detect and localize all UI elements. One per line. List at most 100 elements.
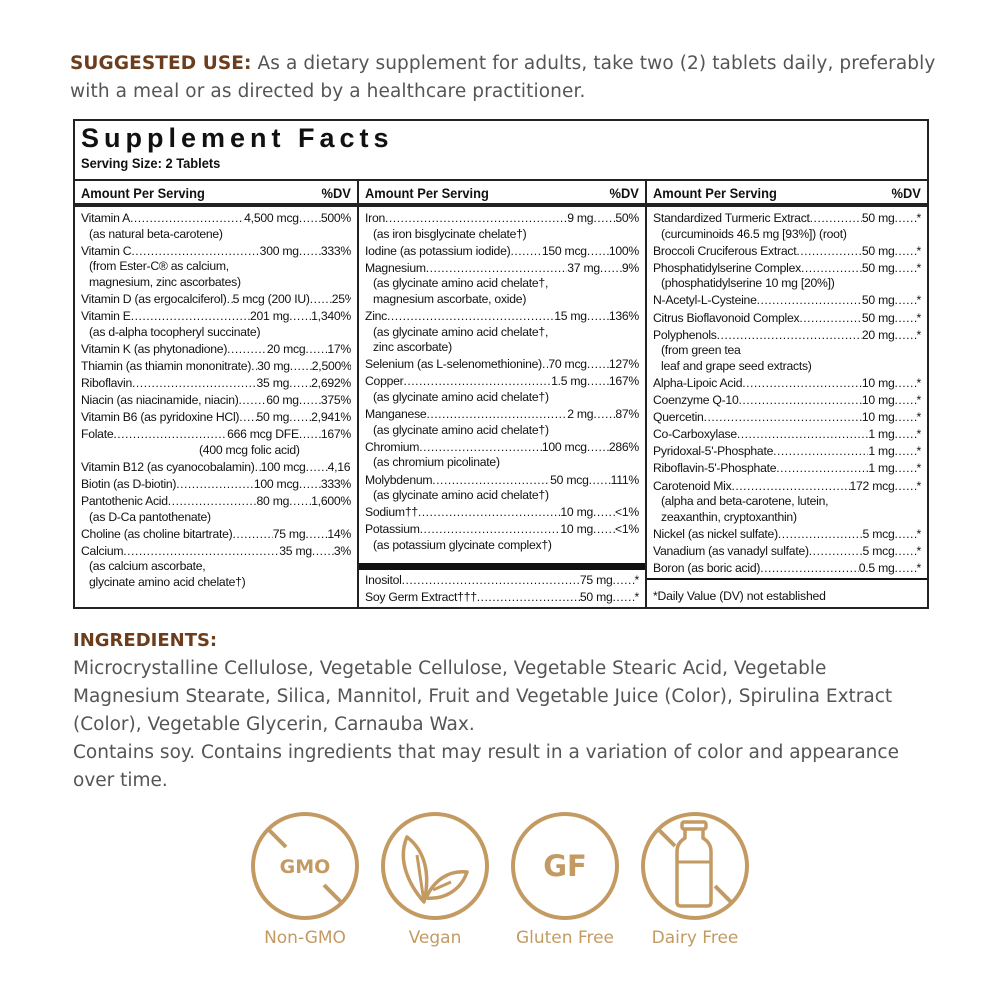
nutrient-source: (as glycinate amino acid chelate†) — [373, 488, 549, 503]
dot-leader — [587, 374, 609, 390]
nutrient-dv: <1% — [615, 505, 639, 520]
nutrient-row: Broccoli Cruciferous Extract 50 mg * — [653, 244, 921, 260]
nutrient-row: Alpha-Lipoic Acid 10 mg * — [653, 376, 921, 392]
nutrient-amount: 35 mg — [279, 543, 312, 558]
nutrient-amount: 150 mcg — [541, 243, 587, 258]
dot-leader — [738, 393, 861, 409]
nutrient-row: Soy Germ Extract††† 50 mg * — [365, 590, 639, 606]
nutrient-amount: 1 mg — [868, 427, 895, 442]
nutrient-source: (as natural beta-carotene) — [89, 226, 223, 241]
nutrient-row: Vitamin K (as phytonadione) 20 mcg 17% — [81, 342, 351, 358]
nutrient-name: Copper — [365, 374, 404, 389]
nutrient-dv: 2,692% — [311, 375, 351, 390]
nutrient-name: Potassium — [365, 522, 420, 537]
nutrient-amount: 2 mg — [567, 407, 594, 422]
nutrient-item: Vitamin K (as phytonadione) 20 mcg 17% — [81, 342, 351, 358]
nutrient-amount: 1 mg — [868, 461, 895, 476]
nutrient-item: Standardized Turmeric Extract 50 mg * (curc… — [653, 211, 921, 242]
nutrient-row: Polyphenols 20 mg * — [653, 328, 921, 344]
dot-leader — [385, 211, 567, 227]
nutrient-item: Biotin (as D-biotin) 100 mcg 333% — [81, 477, 351, 493]
nutrient-name: Vitamin D (as ergocalciferol) — [81, 291, 227, 306]
dot-leader — [895, 479, 917, 495]
column-header: Amount Per Serving %DV — [75, 181, 357, 207]
badge-label: Dairy Free — [651, 928, 739, 948]
dot-leader — [587, 244, 609, 260]
nutrient-item: Copper 1.5 mg 167% (as glycinate amino acid… — [365, 374, 639, 405]
nutrient-amount: 50 mg — [579, 589, 613, 604]
dot-leader — [757, 293, 862, 309]
nutrient-dv: 500% — [320, 211, 351, 225]
nutrient-row: Inositol 75 mg * — [365, 573, 639, 589]
nutrient-dv: * — [916, 375, 922, 390]
nutrient-dv: * — [916, 393, 922, 408]
dot-leader — [895, 427, 917, 443]
nutrient-dv: 333% — [320, 477, 351, 491]
nutrient-name: Soy Germ Extract††† — [365, 589, 477, 604]
nutrient-item: Niacin (as niacinamide, niacin) 60 mg 375% — [81, 393, 351, 409]
dot-leader — [387, 309, 554, 325]
nutrient-dv: 167% — [608, 374, 639, 389]
dot-leader — [239, 393, 267, 409]
nutrient-item: N-Acetyl-L-Cysteine 50 mg * — [653, 293, 921, 309]
badge-label: Vegan — [408, 928, 462, 948]
nutrient-dv: 167% — [320, 427, 351, 442]
nutrient-item: Coenzyme Q-10 10 mg * — [653, 393, 921, 409]
nutrient-source: (from green tea — [661, 343, 741, 358]
dot-leader — [426, 407, 567, 423]
nutrient-row: Potassium 10 mg <1% — [365, 522, 639, 538]
nutrient-row: Riboflavin 35 mg 2,692% — [81, 376, 351, 392]
dot-leader — [312, 544, 334, 560]
nutrient-dv: * — [916, 243, 922, 258]
nutrient-source: magnesium ascorbate, oxide) — [373, 291, 527, 306]
nutrient-name: Pantothenic Acid — [81, 494, 168, 509]
nutrient-dv: 111% — [610, 472, 639, 487]
nutrient-dv: * — [916, 444, 922, 459]
dot-leader — [600, 261, 622, 277]
nutrient-amount: 50 mg — [861, 310, 895, 325]
nutrient-name: Molybdenum — [365, 472, 433, 487]
nutrient-dv: * — [916, 293, 922, 308]
suggested-use: SUGGESTED USE: As a dietary supplement f… — [70, 50, 950, 106]
nutrient-item: Folate 666 mcg DFE 167% (400 mcg folic acid… — [81, 427, 351, 458]
dot-leader — [289, 410, 311, 426]
nutrient-row: Vitamin B6 (as pyridoxine HCl) 50 mg 2,941… — [81, 410, 351, 426]
nutrient-item: Manganese 2 mg 87% (as glycinate amino acid… — [365, 407, 639, 438]
nutrient-name: Broccoli Cruciferous Extract — [653, 243, 797, 258]
dot-leader — [895, 261, 917, 277]
nutrient-amount: 201 mg — [250, 309, 290, 324]
nutrient-dv: 3% — [333, 543, 351, 558]
dot-leader — [587, 309, 609, 325]
nutrient-item: Sodium†† 10 mg <1% — [365, 505, 639, 521]
nutrient-item: Broccoli Cruciferous Extract 50 mg * — [653, 244, 921, 260]
dot-leader — [168, 494, 257, 510]
nutrient-source: (curcuminoids 46.5 mg [93%]) (root) — [661, 226, 847, 241]
nutrient-item: Vitamin B6 (as pyridoxine HCl) 50 mg 2,941… — [81, 410, 351, 426]
nutrient-name: Riboflavin — [81, 375, 133, 390]
nutrient-amount: 80 mg — [256, 494, 290, 509]
nutrient-amount: 10 mg — [560, 505, 594, 520]
nutrient-dv: 375% — [320, 393, 351, 408]
nutrient-row: Copper 1.5 mg 167% — [365, 374, 639, 390]
nutrient-source: (as glycinate amino acid chelate†, — [373, 276, 549, 291]
nutrient-amount: 70 mcg — [548, 357, 587, 372]
nutrient-amount: 5 mcg (200 IU) — [232, 291, 310, 306]
nutrient-dv: * — [916, 327, 922, 342]
nutrient-dv: 127% — [608, 357, 639, 372]
nutrient-name: Phosphatidylserine Complex — [653, 260, 801, 275]
nutrient-item: Riboflavin-5'-Phosphate 1 mg * — [653, 461, 921, 477]
nutrient-dv: 1,340% — [311, 309, 351, 324]
nutrient-row: Vitamin C 300 mg 333% — [81, 244, 351, 260]
nutrient-row: Boron (as boric acid) 0.5 mg * — [653, 561, 921, 577]
suggested-use-text: As a dietary supplement for adults, take… — [70, 53, 936, 102]
nutrient-list: Standardized Turmeric Extract 50 mg * (curc… — [653, 207, 921, 578]
nutrient-row: Biotin (as D-biotin) 100 mcg 333% — [81, 477, 351, 493]
dot-leader — [299, 477, 321, 493]
nutrient-list: Vitamin A 4,500 mcg 500% (as natural beta-c… — [81, 207, 351, 609]
dot-leader — [895, 393, 917, 409]
nutrient-name: Vanadium (as vanadyl sulfate) — [653, 543, 809, 558]
nutrient-name: Zinc — [365, 309, 388, 324]
nutrient-name: Vitamin A — [81, 211, 131, 225]
dot-leader — [299, 427, 321, 443]
